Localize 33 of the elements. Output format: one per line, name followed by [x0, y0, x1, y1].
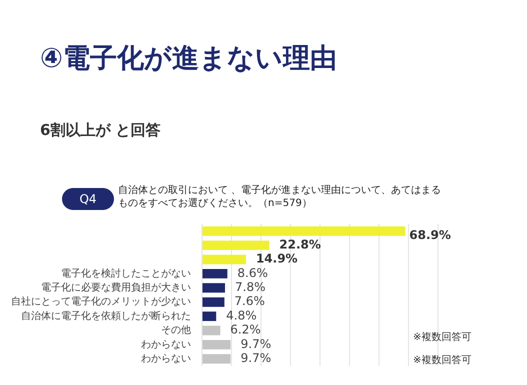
- bar: [202, 312, 216, 322]
- bar: [202, 268, 228, 278]
- annotation: ※複数回答可: [413, 354, 472, 367]
- data-label: 68.9%: [409, 228, 451, 242]
- bar: [202, 297, 224, 307]
- y-tick-label: わからない: [141, 339, 191, 350]
- data-label: 7.8%: [235, 280, 266, 294]
- y-tick-label: 自社にとって電子化のメリットが少ない: [11, 296, 191, 308]
- data-label: 7.6%: [234, 294, 265, 308]
- chart-subtitle: 6割以上が と回答: [40, 121, 161, 140]
- text: 自治体との取引において 、電子化が進まない理由について、あてはまるものをすべてお選びください。（n=579）: [118, 184, 442, 210]
- data-label: 4.8%: [226, 308, 257, 322]
- data-label: 22.8%: [279, 237, 321, 252]
- annotation: ※複数回答可: [413, 330, 472, 344]
- y-tick-label: 電子化を検討したことがない: [61, 267, 191, 280]
- bar: [202, 354, 231, 364]
- data-label: 6.2%: [230, 322, 261, 337]
- y-tick-label: 自治体に電子化を依頼したが断られた: [21, 310, 191, 322]
- bar: [202, 240, 270, 250]
- bar: [202, 283, 226, 293]
- data-label: 9.7%: [240, 351, 272, 366]
- chart-title: ④電子化が進まない理由: [40, 42, 337, 76]
- y-tick-label: 電子化に必要な費用負担が大きい: [41, 281, 191, 294]
- y-tick-label: わからない: [141, 353, 191, 364]
- data-label: 14.9%: [256, 252, 298, 266]
- data-label: 8.6%: [237, 266, 268, 280]
- bar: [202, 226, 406, 236]
- data-label: 9.7%: [240, 336, 272, 351]
- bar: [202, 340, 231, 350]
- bar: [202, 254, 246, 264]
- y-tick-label: その他: [161, 324, 191, 336]
- text: Q4: [62, 188, 114, 210]
- bar: [202, 326, 220, 336]
